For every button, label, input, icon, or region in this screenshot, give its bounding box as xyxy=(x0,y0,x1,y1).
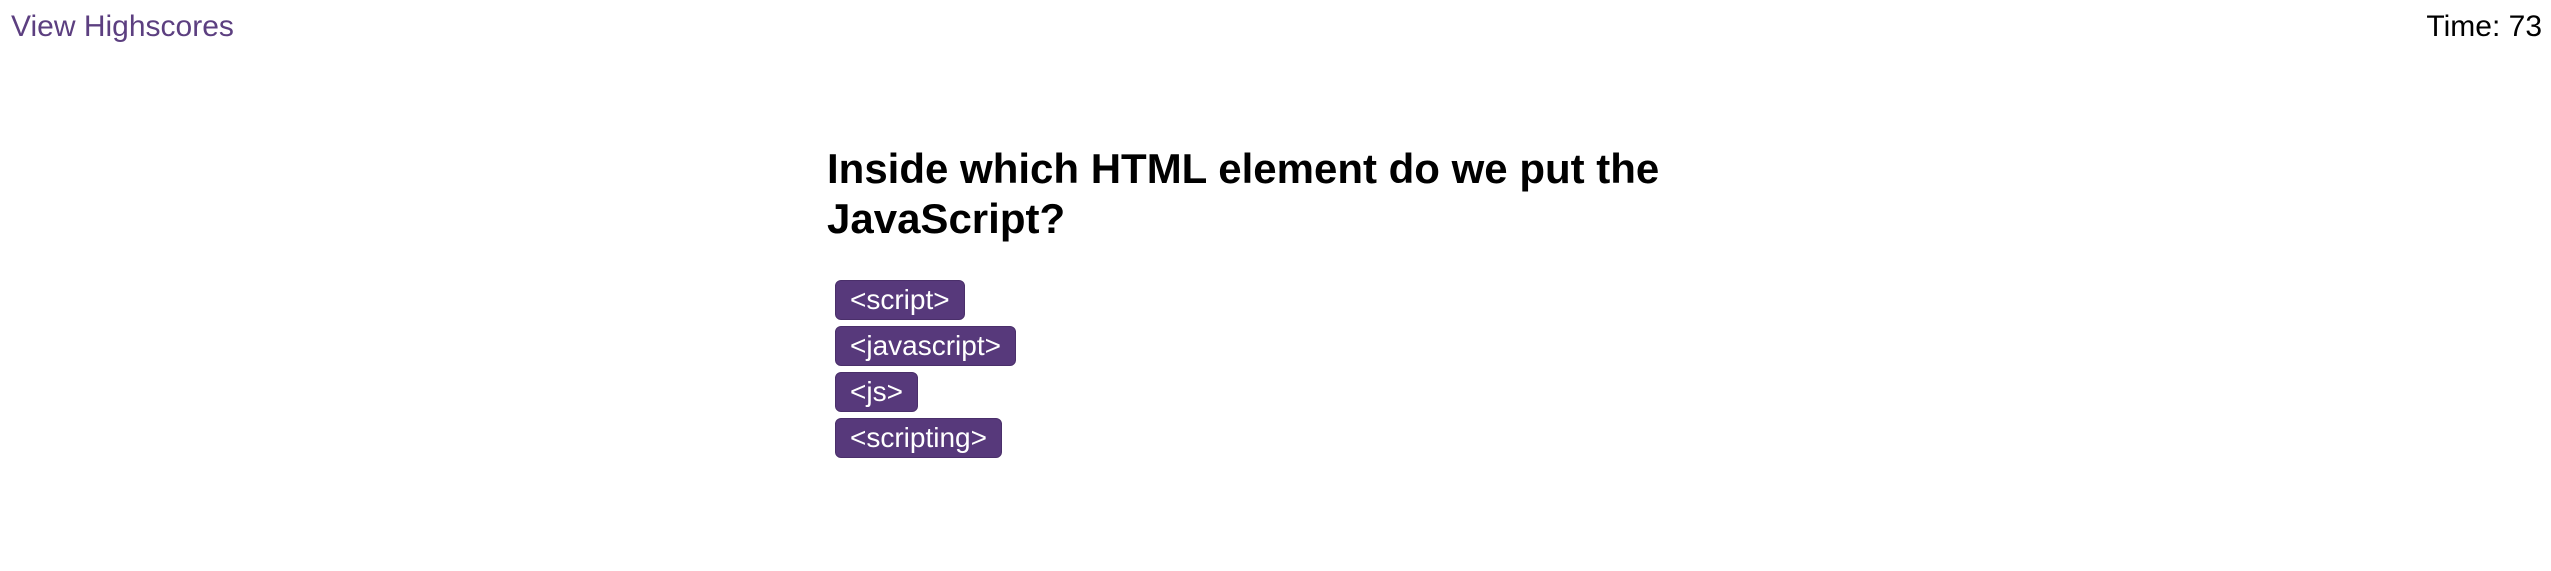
question-title: Inside which HTML element do we put the … xyxy=(827,145,1660,242)
choice-button-script[interactable]: <script> xyxy=(835,280,965,320)
quiz-container: Inside which HTML element do we put the … xyxy=(827,144,1727,464)
header-bar: View Highscores Time: 73 xyxy=(0,0,2551,60)
view-highscores-link[interactable]: View Highscores xyxy=(11,10,234,43)
choices-list: <script> <javascript> <js> <scripting> xyxy=(827,280,1727,464)
choice-button-js[interactable]: <js> xyxy=(835,372,918,412)
choice-button-javascript[interactable]: <javascript> xyxy=(835,326,1016,366)
timer-display: Time: 73 xyxy=(2426,10,2542,43)
choice-button-scripting[interactable]: <scripting> xyxy=(835,418,1002,458)
